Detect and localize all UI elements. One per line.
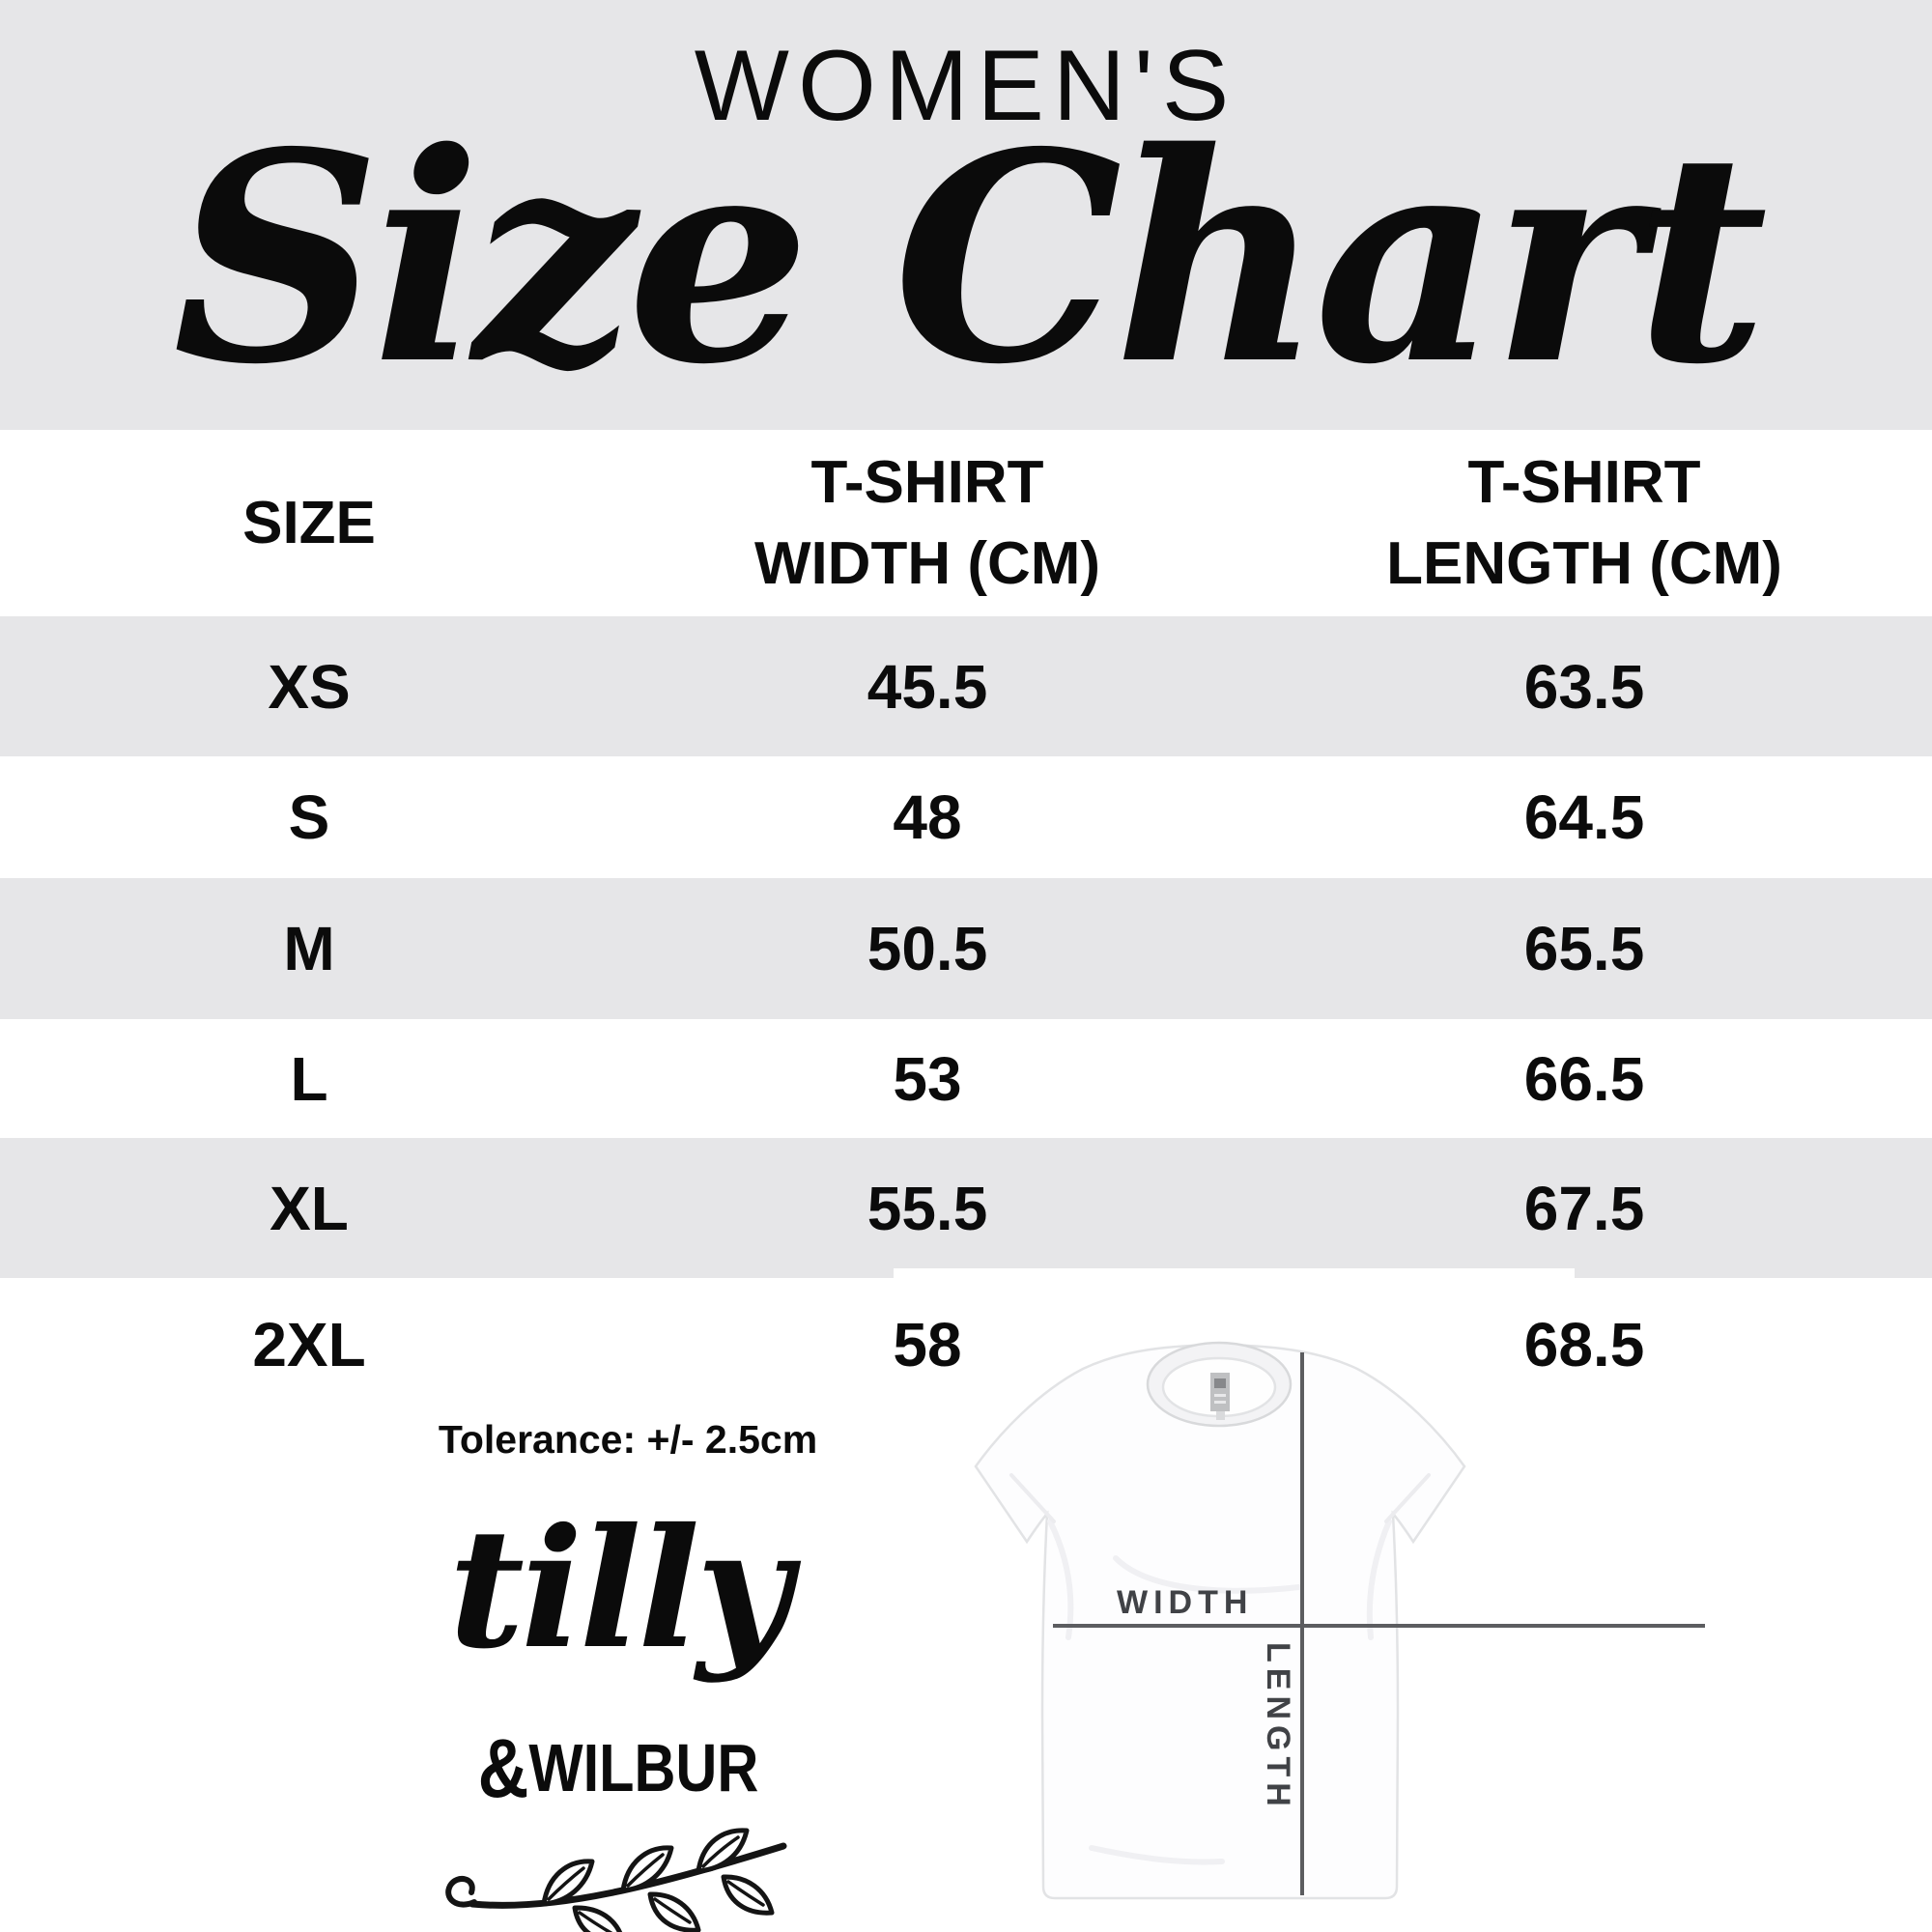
tolerance-note: Tolerance: +/- 2.5cm <box>438 1417 818 1462</box>
tshirt-illustration <box>974 1341 1466 1900</box>
masthead-banner: WOMEN'S Size Chart <box>0 0 1932 430</box>
width-cell: 48 <box>893 782 962 852</box>
length-cell: 63.5 <box>1523 651 1645 722</box>
length-cell: 67.5 <box>1523 1173 1645 1243</box>
width-cell: 58 <box>893 1309 962 1379</box>
size-cell: L <box>290 1043 328 1114</box>
length-cell: 68.5 <box>1523 1309 1645 1379</box>
brand-logo: tilly &WILBUR <box>328 1507 908 1932</box>
size-cell: 2XL <box>252 1309 366 1379</box>
size-cell: XS <box>268 651 351 722</box>
width-cell: 53 <box>893 1043 962 1114</box>
leaf-branch-icon <box>445 1828 787 1932</box>
table-header-row: SIZE T-SHIRT WIDTH (CM) T-SHIRT LENGTH (… <box>0 430 1932 616</box>
brand-logo-script: tilly <box>448 1492 791 1686</box>
size-cell: S <box>288 782 330 852</box>
width-measure-line <box>1053 1624 1705 1628</box>
size-cell: XL <box>270 1173 349 1243</box>
tshirt-photo <box>894 1268 1575 1932</box>
size-table: SIZE T-SHIRT WIDTH (CM) T-SHIRT LENGTH (… <box>0 430 1932 1410</box>
size-cell: M <box>283 914 335 983</box>
length-cell: 66.5 <box>1523 1043 1645 1114</box>
column-header-width: T-SHIRT WIDTH (CM) <box>753 448 1101 597</box>
page-kicker: WOMEN'S <box>694 30 1238 142</box>
column-header-length: T-SHIRT LENGTH (CM) <box>1386 448 1782 597</box>
table-row: M 50.5 65.5 <box>0 878 1932 1019</box>
neck-label <box>1210 1373 1230 1420</box>
length-measure-label: LENGTH <box>1260 1642 1296 1812</box>
ampersand-glyph: & <box>477 1722 529 1815</box>
width-cell: 45.5 <box>867 651 988 722</box>
width-cell: 55.5 <box>867 1173 988 1243</box>
brand-logo-name: &WILBUR <box>477 1722 759 1815</box>
table-row: L 53 66.5 <box>0 1019 1932 1138</box>
column-header-size: SIZE <box>242 489 376 556</box>
table-row: S 48 64.5 <box>0 756 1932 878</box>
width-measure-label: WIDTH <box>1117 1584 1254 1621</box>
length-cell: 65.5 <box>1523 914 1645 983</box>
table-row: XL 55.5 67.5 <box>0 1138 1932 1278</box>
table-body: XS 45.5 63.5 S 48 64.5 M 50.5 65.5 L 53 … <box>0 616 1932 1410</box>
table-row: XS 45.5 63.5 <box>0 616 1932 756</box>
width-cell: 50.5 <box>867 914 988 983</box>
length-cell: 64.5 <box>1523 782 1645 852</box>
page-title: Size Chart <box>172 90 1769 428</box>
table-row: 2XL 58 68.5 <box>0 1278 1932 1410</box>
